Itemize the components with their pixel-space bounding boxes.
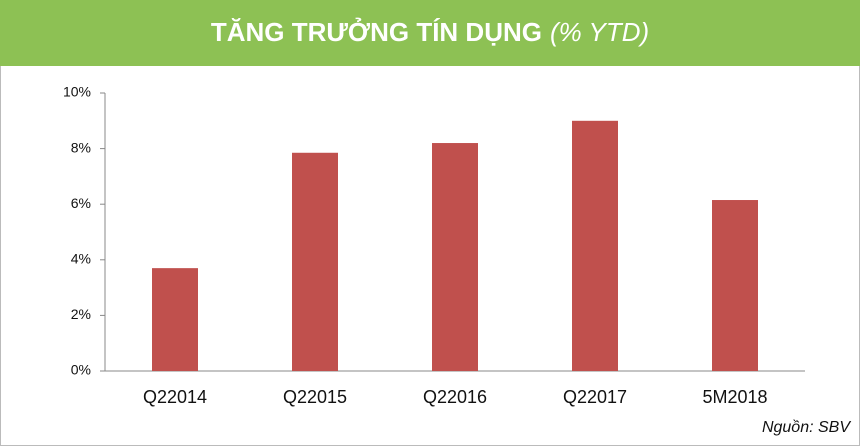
bar <box>152 268 198 371</box>
title-unit: (% YTD) <box>550 17 649 47</box>
x-tick-label: Q22016 <box>423 387 487 407</box>
title-banner <box>0 0 860 66</box>
y-tick-label: 2% <box>71 306 91 322</box>
x-tick-label: Q22015 <box>283 387 347 407</box>
x-tick-label: 5M2018 <box>702 387 767 407</box>
y-tick-label: 4% <box>71 251 91 267</box>
bar <box>572 120 618 371</box>
chart-title: TĂNG TRƯỞNG TÍN DỤNG (% YTD) <box>211 16 649 47</box>
y-tick-label: 8% <box>71 139 91 155</box>
y-tick-label: 10% <box>63 84 91 100</box>
title-main: TĂNG TRƯỞNG TÍN DỤNG <box>211 16 542 47</box>
bar <box>292 152 338 371</box>
y-tick-label: 0% <box>71 362 91 378</box>
x-tick-label: Q22014 <box>143 387 207 407</box>
bar <box>432 143 478 371</box>
source: Nguồn: SBV <box>762 419 851 436</box>
bar <box>712 200 758 371</box>
x-tick-label: Q22017 <box>563 387 627 407</box>
y-tick-label: 6% <box>71 195 91 211</box>
